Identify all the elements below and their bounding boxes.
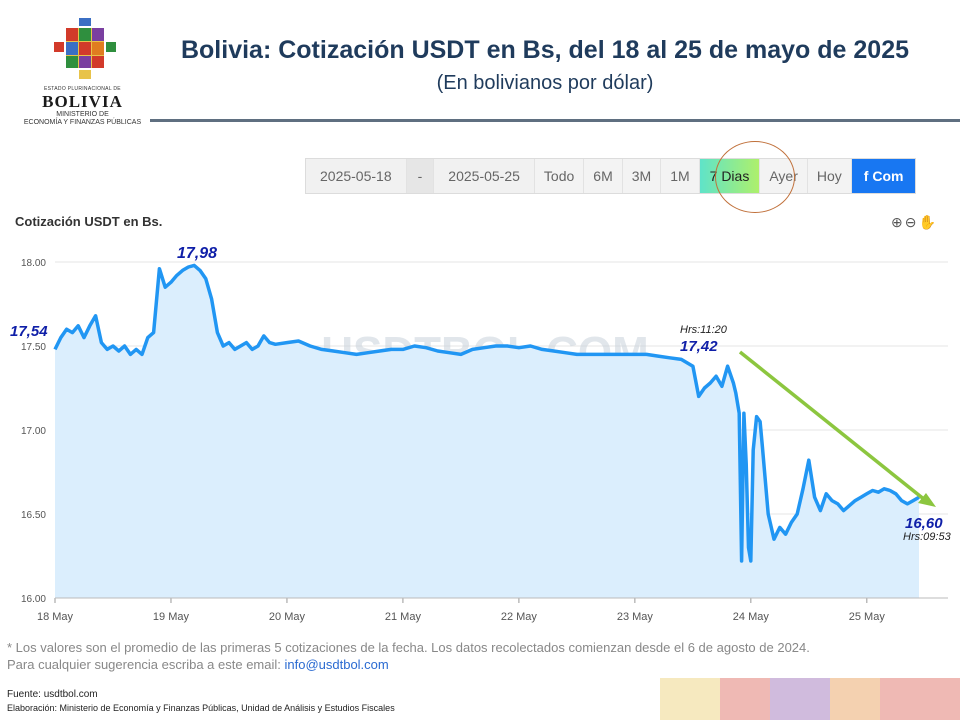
facebook-share-button[interactable]: f Com — [851, 159, 916, 193]
y-tick-label: 18.00 — [21, 258, 46, 269]
date-to-input[interactable]: 2025-05-25 — [434, 159, 535, 193]
x-tick-label: 23 May — [617, 611, 654, 623]
x-tick-label: 18 May — [37, 611, 74, 623]
x-tick-label: 22 May — [501, 611, 538, 623]
y-tick-label: 16.00 — [21, 594, 46, 605]
logo-ministry-line2: ECONOMÍA Y FINANZAS PÚBLICAS — [23, 119, 142, 126]
decorative-pattern — [660, 678, 960, 720]
range-button-3m[interactable]: 3M — [623, 159, 662, 193]
note-line-2-text: Para cualquier sugerencia escriba a este… — [7, 657, 285, 672]
pan-hand-icon[interactable]: ✋ — [918, 214, 938, 230]
annotation-end-value: 16,60 — [905, 515, 943, 532]
y-tick-label: 17.00 — [21, 426, 46, 437]
x-tick-label: 20 May — [269, 611, 306, 623]
trend-arrow-line — [738, 350, 927, 502]
date-from-input[interactable]: 2025-05-18 — [306, 159, 407, 193]
x-tick-label: 19 May — [153, 611, 190, 623]
coat-of-arms-icon — [54, 18, 116, 79]
y-tick-label: 16.50 — [21, 510, 46, 521]
zoom-in-icon[interactable]: ⊕ — [891, 214, 905, 230]
logo-country-label: BOLIVIA — [42, 92, 123, 111]
page-title: Bolivia: Cotización USDT en Bs, del 18 a… — [180, 36, 910, 64]
note-line-1: * Los valores son el promedio de las pri… — [7, 640, 810, 655]
note-line-2: Para cualquier sugerencia escriba a este… — [7, 657, 389, 672]
annotation-max-value: 17,98 — [177, 245, 217, 262]
date-separator: - — [406, 159, 435, 193]
annotation-mid-time: Hrs:11:20 — [680, 324, 728, 336]
highlight-circle — [715, 141, 795, 213]
footer-elaboration: Elaboración: Ministerio de Economía y Fi… — [7, 703, 395, 713]
logo-ministry-label: MINISTERIO DE ECONOMÍA Y FINANZAS PÚBLIC… — [10, 111, 155, 127]
contact-email-link[interactable]: info@usdtbol.com — [284, 657, 389, 672]
ministry-logo: ESTADO PLURINACIONAL DE BOLIVIA MINISTER… — [10, 18, 155, 130]
logo-ministry-line1: MINISTERIO DE — [56, 111, 109, 118]
header-divider — [150, 119, 960, 122]
logo-state-label: ESTADO PLURINACIONAL DE — [44, 86, 121, 92]
facebook-share-label: Com — [872, 168, 904, 184]
series-area — [55, 265, 919, 598]
range-toolbar: 2025-05-18 - 2025-05-25 Todo 6M 3M 1M 7 … — [305, 158, 917, 194]
annotation-mid-value: 17,42 — [680, 338, 718, 355]
zoom-controls: ⊕⊖✋ — [891, 214, 938, 231]
page-subtitle: (En bolivianos por dólar) — [436, 72, 654, 94]
x-tick-label: 21 May — [385, 611, 422, 623]
y-tick-label: 17.50 — [21, 342, 46, 353]
zoom-out-icon[interactable]: ⊖ — [904, 214, 919, 230]
footer-source: Fuente: usdtbol.com — [7, 689, 98, 700]
range-button-1m[interactable]: 1M — [661, 159, 700, 193]
trend-arrow-head — [918, 493, 936, 507]
annotation-end-time: Hrs:09:53 — [903, 531, 952, 543]
chart-title: Cotización USDT en Bs. — [15, 214, 163, 229]
facebook-icon: f — [863, 168, 869, 184]
range-button-today[interactable]: Hoy — [808, 159, 852, 193]
range-button-6m[interactable]: 6M — [584, 159, 623, 193]
range-button-all[interactable]: Todo — [535, 159, 585, 193]
annotation-start-value: 17,54 — [10, 323, 48, 340]
x-tick-label: 24 May — [733, 611, 770, 623]
series-line — [53, 263, 920, 563]
x-tick-label: 25 May — [849, 611, 886, 623]
